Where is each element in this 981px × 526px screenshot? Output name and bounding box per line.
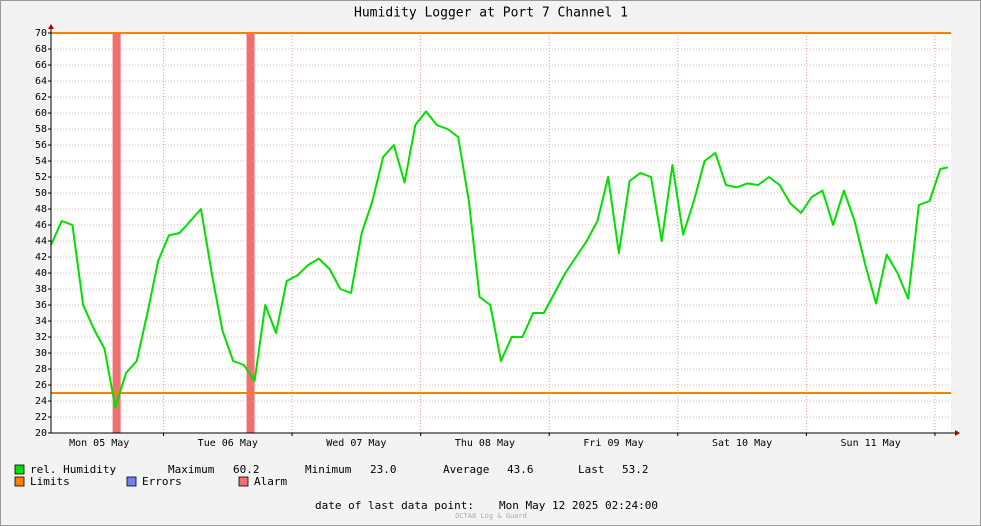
labels: 20 22 24 26 28 30 32 34 36 38 40 42 44 46 48 50 52 54 56 58… <box>35 28 936 449</box>
legend-swatch <box>238 476 249 487</box>
chart-title: Humidity Logger at Port 7 Channel 1 <box>354 6 628 21</box>
x-tick-label: Sat 10 May <box>712 438 772 449</box>
y-tick-label: 52 <box>35 172 47 183</box>
y-tick-label: 58 <box>35 124 47 135</box>
legend-swatch <box>14 464 25 475</box>
legend-label: Errors <box>142 475 182 488</box>
y-tick-label: 46 <box>35 220 47 231</box>
marks <box>50 32 951 433</box>
x-tick-label: Thu 08 May <box>455 438 515 449</box>
legend-label: Limits <box>30 475 70 488</box>
data-line <box>50 110 948 409</box>
stat-label: Minimum <box>305 463 352 476</box>
y-tick-label: 48 <box>35 204 47 215</box>
alarm-band <box>112 33 121 433</box>
legend: rel. Humidity Maximum 60.2 Minimum 23.0 Avera… <box>14 463 658 520</box>
stat-value: 23.0 <box>370 463 397 476</box>
stat-label: Average <box>443 463 489 476</box>
legend-swatch <box>14 476 25 487</box>
y-tick-label: 20 <box>35 428 47 439</box>
y-tick-label: 70 <box>35 28 47 39</box>
stat-value: 60.2 <box>233 463 260 476</box>
x-tick-label: Tue 06 May <box>198 438 258 449</box>
stat-label: Maximum <box>168 463 215 476</box>
plot-area <box>51 33 951 433</box>
y-tick-label: 54 <box>35 156 47 167</box>
watermark: OCTA8 Log & Guard <box>455 512 527 520</box>
y-tick-label: 34 <box>35 316 47 327</box>
x-tick-label: Sun 11 May <box>841 438 901 449</box>
y-tick-label: 40 <box>35 268 47 279</box>
y-tick-label: 68 <box>35 44 47 55</box>
y-tick-label: 36 <box>35 300 47 311</box>
footer-value: Mon May 12 2025 02:24:00 <box>499 499 658 512</box>
y-tick-label: 60 <box>35 108 47 119</box>
y-tick-label: 56 <box>35 140 47 151</box>
stat-value: 53.2 <box>622 463 649 476</box>
y-tick-label: 24 <box>35 396 47 407</box>
y-tick-label: 44 <box>35 236 47 247</box>
y-tick-label: 66 <box>35 60 47 71</box>
y-tick-label: 26 <box>35 380 47 391</box>
y-tick-label: 28 <box>35 364 47 375</box>
y-tick-label: 64 <box>35 76 47 87</box>
legend-label: rel. Humidity <box>30 463 116 476</box>
footer-label: date of last data point: <box>315 499 474 512</box>
x-arrow <box>955 430 960 436</box>
legend-label: Alarm <box>254 475 287 488</box>
alarm-band <box>246 33 255 433</box>
stat-value: 43.6 <box>507 463 534 476</box>
y-tick-label: 62 <box>35 92 47 103</box>
stat-label: Last <box>578 463 605 476</box>
y-tick-label: 32 <box>35 332 47 343</box>
legend-swatch <box>126 476 137 487</box>
y-tick-label: 42 <box>35 252 47 263</box>
x-tick-label: Fri 09 May <box>583 438 643 449</box>
x-tick-label: Wed 07 May <box>326 438 386 449</box>
y-tick-label: 38 <box>35 284 47 295</box>
x-tick-label: Mon 05 May <box>69 438 129 449</box>
y-tick-label: 50 <box>35 188 47 199</box>
y-arrow <box>48 24 54 29</box>
y-tick-label: 22 <box>35 412 47 423</box>
y-tick-label: 30 <box>35 348 47 359</box>
